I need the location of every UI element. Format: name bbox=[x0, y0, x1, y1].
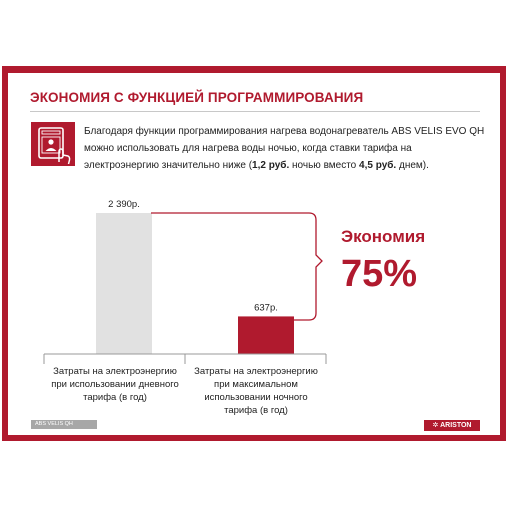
bar-day-tariff bbox=[96, 213, 152, 354]
title-divider bbox=[30, 111, 480, 112]
slide-title: ЭКОНОМИЯ С ФУНКЦИЕЙ ПРОГРАММИРОВАНИЯ bbox=[30, 90, 364, 105]
savings-percent: 75% bbox=[341, 253, 418, 295]
category-label-day: Затраты на электроэнергию при использова… bbox=[51, 366, 179, 403]
description-text: Благодаря функции программирования нагре… bbox=[84, 126, 485, 171]
savings-label: Экономия bbox=[341, 227, 426, 246]
hand-touch-panel-icon bbox=[31, 122, 75, 166]
day-rate: 4,5 руб. bbox=[359, 160, 397, 171]
savings-bracket bbox=[151, 212, 323, 321]
value-label-night: 637р. bbox=[254, 302, 278, 313]
slide: ЭКОНОМИЯ С ФУНКЦИЕЙ ПРОГРАММИРОВАНИЯ Бла… bbox=[8, 73, 500, 435]
night-rate: 1,2 руб. bbox=[252, 160, 290, 171]
category-label-night: Затраты на электроэнергию при максимальн… bbox=[194, 366, 318, 416]
value-label-day: 2 390р. bbox=[108, 199, 140, 210]
footer-product-tag: ABS VELIS QH bbox=[31, 420, 97, 429]
footer-brand-logo: ✲ ARISTON bbox=[424, 420, 480, 431]
bar-night-tariff bbox=[238, 316, 294, 354]
savings-chart: 2 390р. 637р. bbox=[43, 199, 327, 364]
